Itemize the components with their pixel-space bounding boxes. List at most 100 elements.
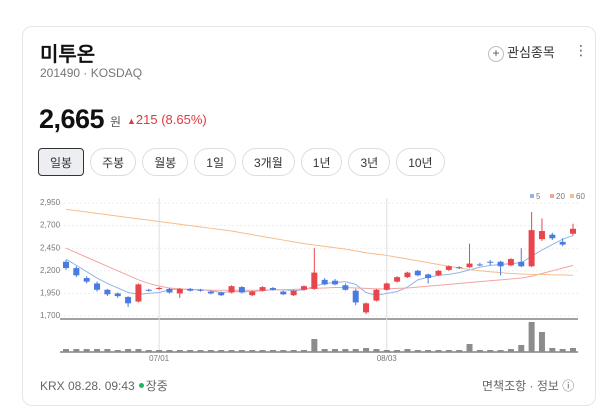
- candle-body: [332, 280, 339, 285]
- volume-bar: [321, 349, 328, 352]
- legend-swatch: [530, 194, 534, 198]
- volume-bar: [332, 349, 339, 352]
- candle-body: [456, 267, 463, 269]
- candle-body: [125, 297, 132, 304]
- period-tab[interactable]: 1년: [300, 148, 343, 176]
- volume-bar: [342, 349, 349, 352]
- volume-bar: [476, 350, 483, 352]
- volume-bar: [63, 349, 69, 352]
- candle-body: [249, 291, 256, 296]
- candle-body: [487, 261, 494, 263]
- period-tab[interactable]: 3년: [348, 148, 391, 176]
- candle-body: [559, 241, 566, 245]
- links: 면책조항 · 정보: [482, 379, 559, 393]
- volume-bar: [538, 332, 545, 352]
- volume-bar: [300, 350, 307, 352]
- market-status: 장중: [145, 379, 168, 393]
- x-tick-label: 07/01: [149, 354, 170, 363]
- volume-bar: [176, 350, 183, 352]
- candle-body: [218, 292, 225, 296]
- candle-body: [466, 263, 473, 268]
- candle-body: [394, 277, 401, 282]
- price: 2,665: [39, 104, 105, 134]
- candle-body: [321, 279, 328, 285]
- volume-bar: [425, 350, 432, 352]
- volume-bar: [570, 348, 576, 352]
- candle-body: [497, 261, 504, 267]
- period-tab[interactable]: 일봉: [38, 148, 85, 176]
- volume-bar: [104, 349, 111, 352]
- stock-code: 201490 · KOSDAQ: [40, 66, 143, 80]
- ma-line: [65, 247, 574, 291]
- candle-body: [269, 287, 276, 290]
- volume-bar: [145, 350, 152, 352]
- candle-body: [238, 287, 245, 293]
- volume-bar: [125, 349, 132, 352]
- candle-body: [228, 286, 235, 293]
- volume-bar: [187, 350, 194, 352]
- volume-bar: [549, 348, 556, 352]
- candle-body: [570, 228, 576, 234]
- candle-body: [528, 230, 535, 267]
- volume-bar: [352, 349, 359, 352]
- candle-body: [445, 266, 452, 270]
- volume-bar: [507, 349, 514, 352]
- candle-body: [176, 288, 183, 294]
- footer-left: KRX 08.28. 09:43 장중: [40, 377, 168, 394]
- period-tab[interactable]: 주봉: [90, 148, 137, 176]
- y-tick-label: 2,200: [40, 266, 61, 275]
- candle-body: [166, 288, 173, 293]
- change-text: 215 (8.65%): [135, 112, 207, 127]
- candle-body: [197, 289, 204, 291]
- candle-body: [549, 234, 556, 239]
- candle-body: [425, 274, 432, 279]
- candle-body: [518, 261, 525, 267]
- volume-bar: [404, 349, 411, 352]
- volume-bar: [114, 350, 121, 352]
- footer-links[interactable]: 면책조항 · 정보 ⓘ: [482, 379, 575, 393]
- period-tab[interactable]: 월봉: [142, 148, 189, 176]
- volume-bar: [559, 349, 566, 352]
- candle-body: [373, 289, 380, 301]
- candle-body: [280, 291, 287, 295]
- period-tab[interactable]: 3개월: [242, 148, 295, 176]
- y-tick-label: 1,700: [40, 311, 61, 320]
- y-tick-label: 1,950: [40, 289, 61, 298]
- candle-body: [114, 293, 121, 297]
- volume-bar: [528, 322, 535, 352]
- volume-bar: [466, 344, 473, 352]
- volume-bar: [218, 350, 225, 352]
- volume-bar: [487, 350, 494, 352]
- y-tick-label: 2,450: [40, 243, 61, 252]
- volume-bar: [197, 350, 204, 352]
- candle-body: [94, 283, 101, 290]
- candle-body: [135, 284, 142, 302]
- more-button[interactable]: ⋮: [574, 42, 588, 58]
- volume-bar: [135, 349, 142, 352]
- volume-bar: [383, 350, 390, 352]
- candle-body: [290, 290, 297, 296]
- candle-body: [187, 288, 194, 291]
- volume-bar: [269, 350, 276, 352]
- y-tick-label: 2,950: [40, 198, 61, 207]
- candle-body: [156, 287, 163, 289]
- period-tabs: 일봉 주봉 월봉 1일 3개월 1년 3년 10년: [38, 148, 445, 176]
- volume-bar: [94, 349, 101, 352]
- candle-body: [538, 231, 545, 240]
- watch-button[interactable]: + 관심종목: [488, 42, 555, 62]
- volume-bar: [73, 349, 80, 352]
- period-tab[interactable]: 10년: [396, 148, 445, 176]
- period-tab[interactable]: 1일: [194, 148, 236, 176]
- legend-swatch: [570, 194, 574, 198]
- time: KRX 08.28. 09:43: [40, 379, 135, 393]
- watch-label: 관심종목: [507, 45, 555, 60]
- candle-body: [63, 261, 69, 269]
- x-tick-label: 08/03: [377, 354, 398, 363]
- price-change: ▲215 (8.65%): [127, 112, 207, 127]
- candle-body: [73, 268, 80, 276]
- volume-bar: [228, 350, 235, 352]
- volume-bar: [207, 350, 214, 352]
- volume-bar: [249, 350, 256, 352]
